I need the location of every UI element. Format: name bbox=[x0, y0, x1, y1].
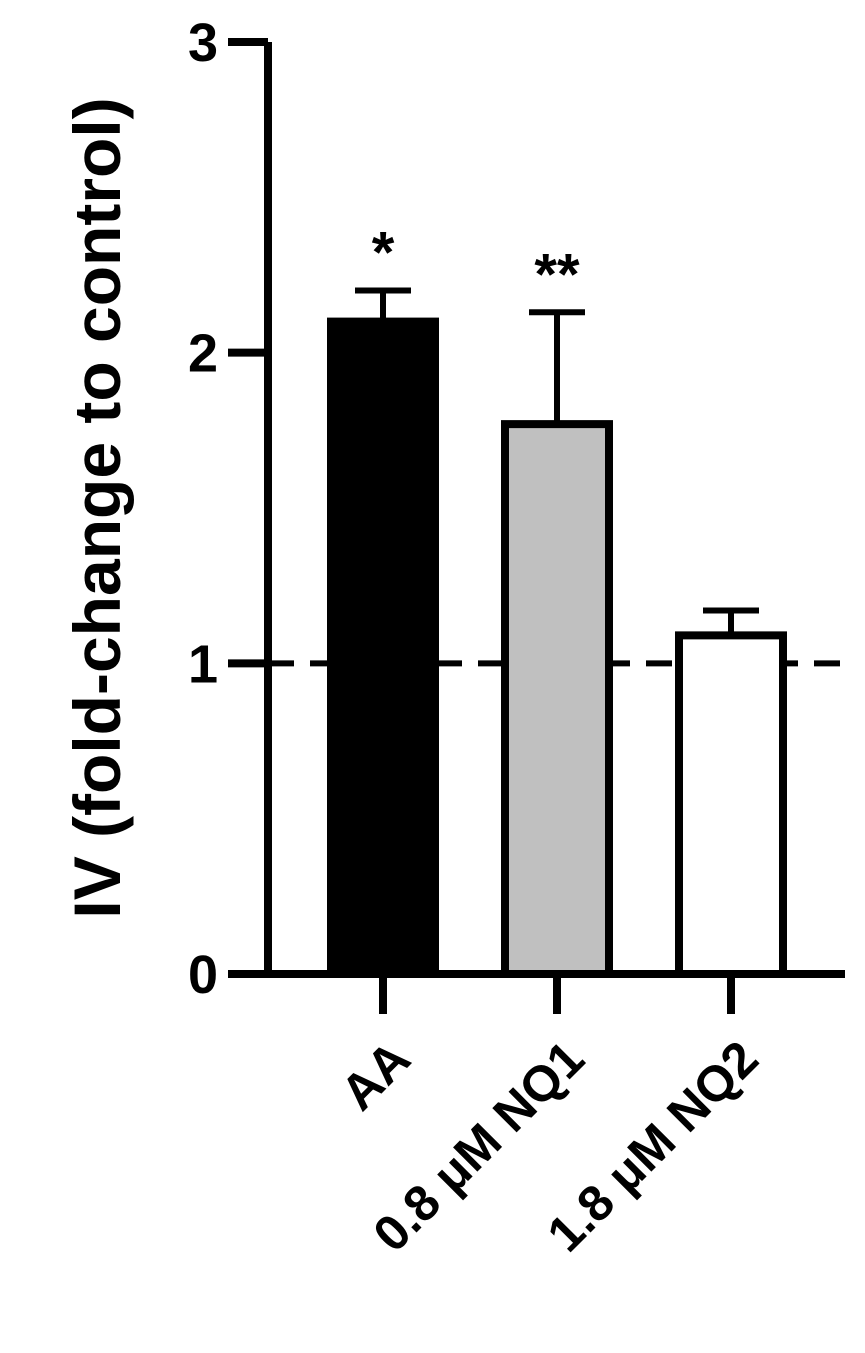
bar bbox=[327, 317, 439, 979]
y-tick-label: 1 bbox=[188, 634, 218, 694]
significance-marker: * bbox=[372, 221, 395, 286]
bars bbox=[327, 287, 787, 979]
significance-marker: ** bbox=[534, 242, 580, 307]
y-axis-label: IV (fold-change to control) bbox=[60, 97, 134, 918]
y-tick-label: 0 bbox=[188, 945, 218, 1005]
bar bbox=[675, 631, 787, 979]
y-tick-label: 3 bbox=[188, 13, 218, 73]
y-tick-label: 2 bbox=[188, 324, 218, 384]
x-category-label: AA bbox=[330, 1030, 421, 1121]
bar bbox=[501, 420, 613, 978]
